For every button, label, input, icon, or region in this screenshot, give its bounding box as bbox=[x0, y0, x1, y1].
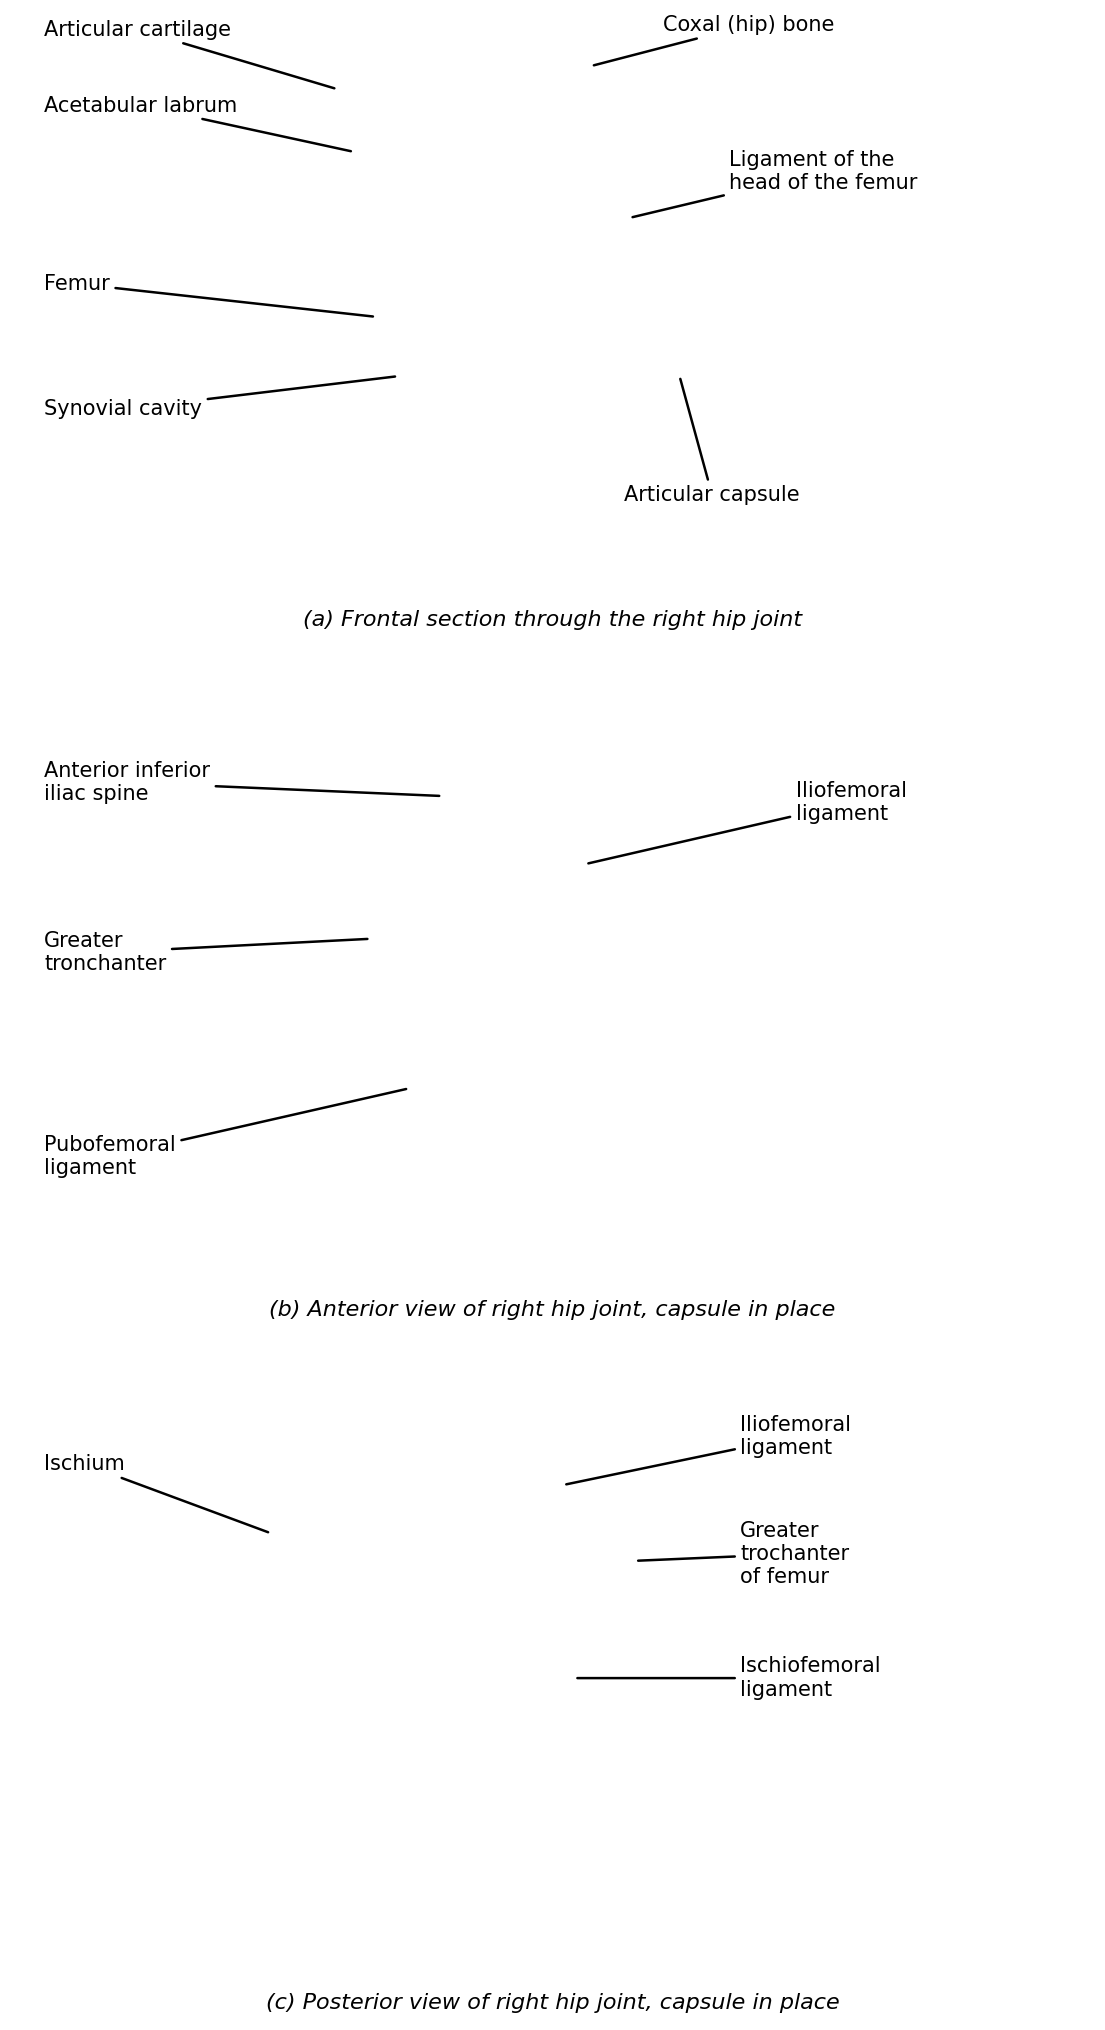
Text: Greater
trochanter
of femur: Greater trochanter of femur bbox=[639, 1520, 850, 1587]
Text: Acetabular labrum: Acetabular labrum bbox=[44, 95, 351, 150]
Text: Articular capsule: Articular capsule bbox=[624, 380, 800, 505]
Text: (c) Posterior view of right hip joint, capsule in place: (c) Posterior view of right hip joint, c… bbox=[265, 1993, 840, 2014]
Text: (a) Frontal section through the right hip joint: (a) Frontal section through the right hi… bbox=[303, 611, 802, 629]
Text: Synovial cavity: Synovial cavity bbox=[44, 376, 396, 420]
Text: Pubofemoral
ligament: Pubofemoral ligament bbox=[44, 1088, 407, 1177]
Text: Ischium: Ischium bbox=[44, 1453, 269, 1533]
Text: Anterior inferior
iliac spine: Anterior inferior iliac spine bbox=[44, 761, 439, 804]
Text: Ischiofemoral
ligament: Ischiofemoral ligament bbox=[578, 1656, 881, 1699]
Text: Iliofemoral
ligament: Iliofemoral ligament bbox=[588, 782, 906, 863]
Text: Femur: Femur bbox=[44, 274, 373, 317]
Text: Ligament of the
head of the femur: Ligament of the head of the femur bbox=[632, 150, 917, 217]
Text: Articular cartilage: Articular cartilage bbox=[44, 20, 335, 89]
Text: Coxal (hip) bone: Coxal (hip) bone bbox=[593, 14, 834, 65]
Text: Greater
tronchanter: Greater tronchanter bbox=[44, 932, 367, 974]
Text: (b) Anterior view of right hip joint, capsule in place: (b) Anterior view of right hip joint, ca… bbox=[270, 1299, 835, 1320]
Text: Iliofemoral
ligament: Iliofemoral ligament bbox=[566, 1415, 851, 1484]
